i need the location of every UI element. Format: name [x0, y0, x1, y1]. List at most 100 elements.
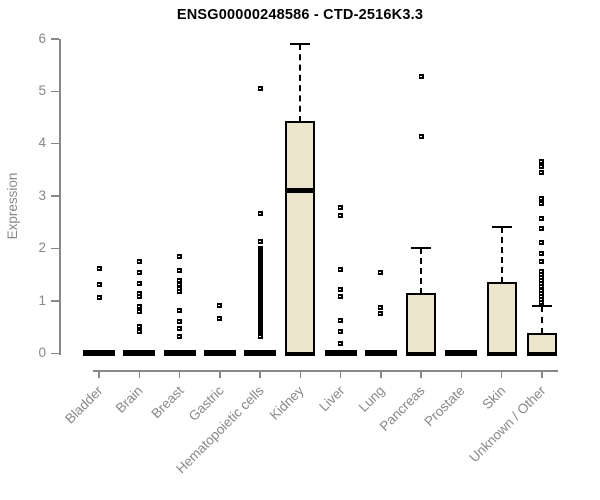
outlier-point-hematopoietic-cells	[257, 85, 263, 91]
outlier-point-brain	[136, 304, 142, 310]
outlier-point-unknown-other	[539, 258, 545, 264]
whisker-cap-pancreas	[411, 247, 432, 250]
chart-title: ENSG00000248586 - CTD-2516K3.3	[176, 7, 424, 23]
whisker-pancreas	[420, 248, 423, 294]
x-axis-tick	[541, 370, 543, 378]
outlier-point-unknown-other	[539, 271, 545, 277]
outlier-point-unknown-other	[539, 225, 545, 231]
outlier-point-hematopoietic-cells	[257, 333, 263, 339]
x-axis-tick	[380, 370, 382, 378]
outlier-point-brain	[136, 290, 142, 296]
outlier-point-unknown-other	[539, 275, 545, 281]
outlier-point-bladder	[96, 265, 102, 271]
box-unknown-other	[526, 333, 557, 356]
outlier-point-unknown-other	[539, 290, 545, 296]
outlier-point-gastric	[217, 303, 223, 309]
outlier-point-liver	[338, 213, 344, 219]
outlier-point-brain	[136, 309, 142, 315]
y-axis-line	[59, 38, 61, 355]
outlier-point-pancreas	[418, 134, 424, 140]
outlier-point-breast	[177, 254, 183, 260]
outlier-point-unknown-other	[539, 158, 545, 164]
outlier-point-breast	[177, 268, 183, 274]
y-tick-label-0: 0	[38, 345, 46, 360]
outlier-point-brain	[136, 329, 142, 335]
x-axis-tick	[259, 370, 261, 378]
outlier-point-brain	[136, 324, 142, 330]
outlier-point-lung	[378, 305, 384, 311]
whisker-unknown-other	[540, 305, 543, 335]
outlier-point-unknown-other	[539, 287, 545, 293]
outlier-point-breast	[177, 333, 183, 339]
outlier-point-gastric	[217, 316, 223, 322]
outlier-point-breast	[177, 282, 183, 288]
zero-box-breast	[163, 350, 196, 356]
outlier-point-brain	[136, 281, 142, 287]
outlier-point-breast	[177, 278, 183, 284]
y-tick-label-3: 3	[38, 187, 46, 203]
outlier-point-unknown-other	[539, 299, 545, 305]
outlier-point-breast	[177, 285, 183, 291]
outlier-point-unknown-other	[539, 278, 545, 284]
outlier-point-bladder	[96, 282, 102, 288]
median-line-kidney	[285, 188, 316, 194]
outlier-point-liver	[338, 286, 344, 292]
outlier-point-pancreas	[418, 74, 424, 80]
outlier-point-breast	[177, 319, 183, 325]
outlier-point-unknown-other	[539, 281, 545, 287]
box-kidney	[285, 121, 316, 356]
x-axis-tick	[178, 370, 181, 378]
zero-box-prostate	[445, 350, 478, 356]
y-tick-label-6: 6	[38, 30, 46, 46]
outlier-point-liver	[338, 293, 344, 299]
outlier-point-liver	[338, 340, 344, 346]
outlier-point-unknown-other	[539, 297, 545, 303]
box-skin	[486, 282, 517, 356]
whisker-skin	[500, 227, 503, 284]
outlier-point-liver	[338, 204, 344, 210]
y-axis-tick	[51, 195, 59, 197]
zero-box-brain	[123, 350, 156, 356]
x-axis-tick	[299, 370, 302, 378]
whisker-cap-kidney	[290, 42, 311, 45]
x-axis-line	[93, 370, 558, 372]
outlier-point-lung	[378, 310, 384, 316]
x-axis-tick	[420, 370, 422, 378]
zero-box-hematopoietic-cells	[244, 350, 277, 356]
whisker-kidney	[299, 43, 302, 123]
outlier-point-unknown-other	[539, 240, 545, 246]
zero-box-liver	[324, 350, 357, 356]
y-axis-tick	[51, 352, 59, 354]
outlier-point-hematopoietic-cells	[257, 239, 263, 245]
y-tick-label-5: 5	[38, 83, 46, 98]
outlier-point-lung	[378, 269, 384, 275]
outlier-point-unknown-other	[539, 170, 545, 176]
x-axis-tick	[500, 370, 503, 378]
outlier-point-unknown-other	[539, 284, 545, 290]
y-tick-label-2: 2	[38, 240, 46, 256]
outlier-point-bladder	[96, 295, 102, 301]
outlier-point-unknown-other	[539, 250, 545, 256]
x-axis-tick	[339, 370, 342, 378]
zero-box-lung	[364, 350, 397, 356]
outlier-point-liver	[338, 318, 344, 323]
outlier-point-unknown-other	[539, 164, 545, 170]
outlier-point-unknown-other	[539, 268, 545, 274]
outlier-point-brain	[136, 293, 142, 299]
x-axis-tick	[219, 370, 221, 378]
box-pancreas	[406, 292, 437, 356]
outlier-point-liver	[338, 267, 344, 273]
x-axis-tick	[460, 370, 463, 378]
outlier-point-unknown-other	[539, 216, 545, 222]
y-axis-tick	[51, 38, 59, 40]
whisker-cap-skin	[491, 226, 512, 229]
zero-box-bladder	[83, 350, 115, 356]
y-axis-tick	[51, 300, 59, 302]
outlier-point-unknown-other	[539, 196, 545, 202]
outlier-point-unknown-other	[539, 293, 545, 299]
y-axis-tick	[51, 90, 59, 92]
x-axis-tick	[138, 370, 141, 378]
outlier-point-breast	[177, 288, 183, 294]
